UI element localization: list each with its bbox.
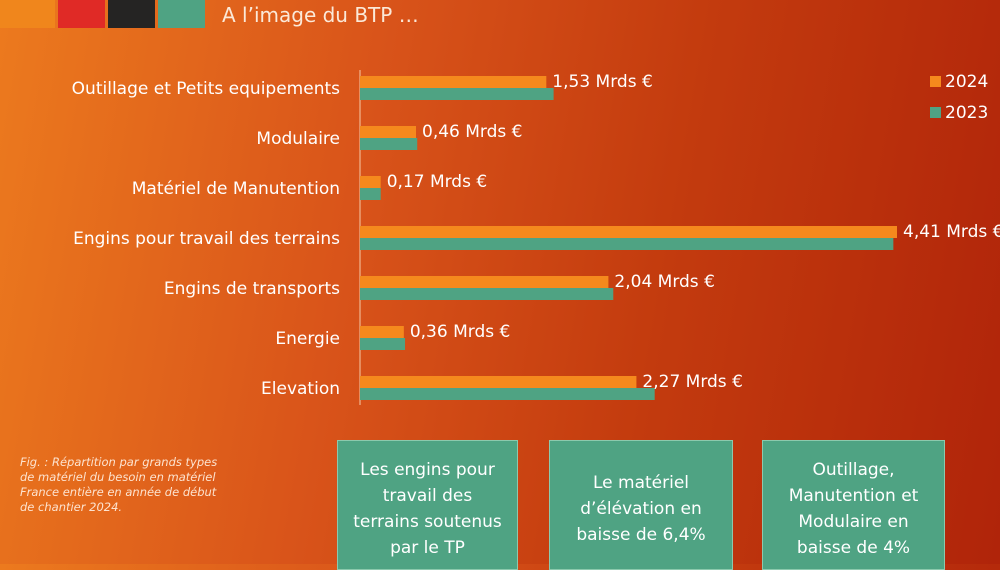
legend-swatch-2024 (930, 76, 941, 87)
bar-2024 (360, 326, 404, 338)
bar-2023 (360, 238, 894, 250)
category-label: Energie (275, 329, 340, 349)
bar-2023 (360, 88, 554, 100)
category-label: Engins pour travail des terrains (73, 229, 340, 249)
category-label: Modulaire (256, 129, 340, 149)
bar-2023 (360, 288, 614, 300)
category-label: Outillage et Petits equipements (72, 79, 340, 99)
category-label: Elevation (261, 379, 340, 399)
bar-chart: Outillage et Petits equipements 1,53 Mrds… (72, 70, 1000, 405)
value-label: 0,36 Mrds € (410, 322, 510, 342)
swatch-green (158, 0, 205, 28)
category-label: Matériel de Manutention (132, 179, 340, 199)
category-label: Engins de transports (164, 279, 340, 299)
bar-2023 (360, 388, 655, 400)
bar-2024 (360, 376, 637, 388)
slide-title: A l’image du BTP … (222, 3, 419, 27)
swatch-black (108, 0, 155, 28)
callout-box-elevation: Le matériel d’élévation en baisse de 6,4… (549, 440, 733, 570)
bar-2024 (360, 176, 381, 188)
swatch-orange (0, 0, 55, 28)
value-label: 0,46 Mrds € (422, 122, 522, 142)
bar-2024 (360, 276, 609, 288)
swatch-red (58, 0, 105, 28)
value-label: 1,53 Mrds € (552, 72, 652, 92)
bar-2023 (360, 338, 406, 350)
bar-2024 (360, 226, 897, 238)
legend-swatch-2023 (930, 107, 941, 118)
value-label: 0,17 Mrds € (387, 172, 487, 192)
value-label: 4,41 Mrds € (903, 222, 1000, 242)
callout-box-terrains: Les engins pour travail des terrains sou… (337, 440, 518, 570)
bar-2024 (360, 76, 547, 88)
value-label: 2,04 Mrds € (614, 272, 714, 292)
bar-2024 (360, 126, 417, 138)
value-label: 2,27 Mrds € (642, 372, 742, 392)
bar-2023 (360, 188, 381, 200)
legend-label-2023: 2023 (945, 103, 988, 123)
legend-label-2024: 2024 (945, 72, 988, 92)
figure-caption: Fig. : Répartition par grands types de m… (20, 455, 218, 514)
callout-box-outillage: Outillage, Manutention et Modulaire en b… (762, 440, 945, 570)
bar-2023 (360, 138, 418, 150)
